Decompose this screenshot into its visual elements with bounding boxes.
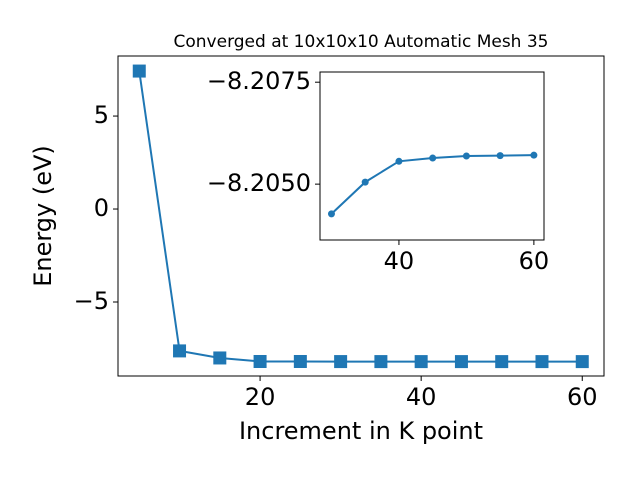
marker: [462, 152, 470, 160]
x-axis-label: Increment in K point: [239, 417, 483, 445]
x-tick-label: 60: [567, 383, 598, 411]
chart-title: Converged at 10x10x10 Automatic Mesh 35: [174, 32, 549, 52]
x-tick-label: 60: [519, 247, 550, 275]
y-tick-label: −8.2075: [207, 67, 311, 95]
marker: [213, 351, 227, 365]
series-line: [138, 70, 583, 363]
marker: [253, 354, 267, 368]
y-tick-label: 0: [94, 194, 109, 222]
marker: [530, 151, 538, 159]
y-tick-label: 5: [94, 101, 109, 129]
marker: [327, 210, 335, 218]
marker: [495, 355, 509, 369]
marker: [496, 152, 504, 160]
x-tick-label: 20: [245, 383, 276, 411]
y-axis-label: Energy (eV): [29, 145, 57, 287]
marker: [429, 154, 437, 162]
marker: [575, 355, 589, 369]
marker: [334, 355, 348, 369]
marker: [361, 178, 369, 186]
marker: [132, 64, 146, 78]
marker: [454, 355, 468, 369]
x-tick-label: 40: [384, 247, 415, 275]
y-tick-label: −8.2050: [207, 169, 311, 197]
marker: [374, 355, 388, 369]
marker: [293, 354, 307, 368]
marker: [535, 355, 549, 369]
marker: [395, 157, 403, 165]
x-tick-label: 40: [406, 383, 437, 411]
y-tick-label: −5: [74, 287, 109, 315]
marker: [414, 355, 428, 369]
marker: [173, 344, 187, 358]
